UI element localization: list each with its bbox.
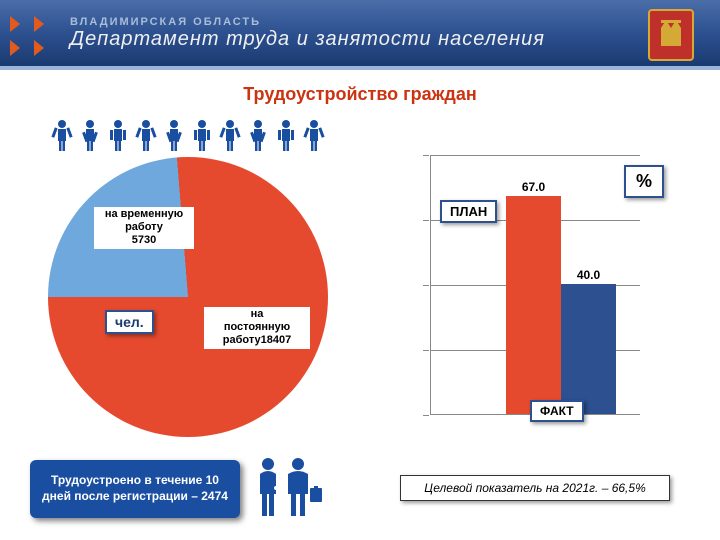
- page-title: Трудоустройство граждан: [0, 84, 720, 105]
- header-banner: ВЛАДИМИРСКАЯ ОБЛАСТЬ Департамент труда и…: [0, 0, 720, 70]
- bar-value-ФАКТ: 40.0: [561, 268, 616, 282]
- unit-badge-percent: %: [624, 165, 664, 198]
- pie-slices: [48, 157, 328, 437]
- footer-stat-box: Трудоустроено в течение 10 дней после ре…: [30, 460, 240, 518]
- bar-ПЛАН: [506, 196, 561, 414]
- header-text: ВЛАДИМИРСКАЯ ОБЛАСТЬ Департамент труда и…: [70, 16, 545, 51]
- people-pair-icon: [250, 450, 325, 525]
- bar-plot-area: 67.0 40.0: [430, 155, 640, 415]
- people-icons-row: [48, 117, 328, 153]
- content-area: на временнуюработу5730 напостояннуюработ…: [0, 105, 720, 535]
- pie-label-temporary: на временнуюработу5730: [94, 207, 194, 249]
- pie-chart: на временнуюработу5730 напостояннуюработ…: [48, 157, 328, 437]
- region-emblem-icon: [647, 8, 695, 66]
- pie-label-permanent: напостояннуюработу18407: [204, 307, 310, 349]
- region-name: ВЛАДИМИРСКАЯ ОБЛАСТЬ: [70, 16, 545, 28]
- target-indicator-box: Целевой показатель на 2021г. – 66,5%: [400, 475, 670, 501]
- bar-ФАКТ: [561, 284, 616, 414]
- fact-badge: ФАКТ: [530, 400, 584, 422]
- bar-value-ПЛАН: 67.0: [506, 180, 561, 194]
- department-name: Департамент труда и занятости населения: [70, 28, 545, 51]
- arrows-decoration: [10, 12, 58, 60]
- unit-badge-people: чел.: [105, 310, 154, 334]
- plan-badge: ПЛАН: [440, 200, 497, 223]
